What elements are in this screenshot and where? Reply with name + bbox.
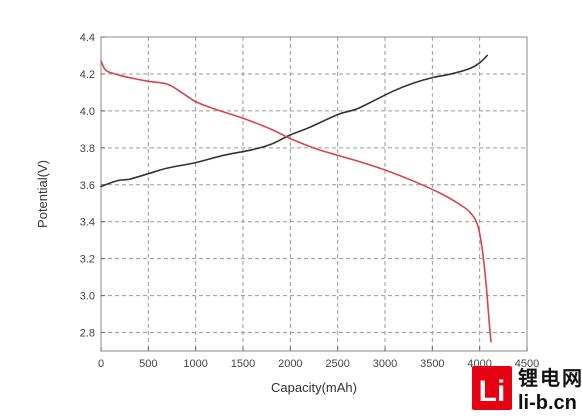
x-tick-label: 3000 xyxy=(373,358,397,370)
series-line-charge xyxy=(100,54,489,188)
y-axis-title: Potential(V) xyxy=(35,160,50,228)
watermark: Li 锂电网 li-b.cn xyxy=(472,366,582,414)
plot-frame xyxy=(100,36,528,352)
series-line-discharge xyxy=(100,60,492,343)
x-tick-label: 1500 xyxy=(231,358,255,370)
x-tick-label: 4500 xyxy=(515,358,539,370)
y-tick-label: 4.0 xyxy=(80,106,95,118)
y-tick-label: 2.8 xyxy=(80,328,95,340)
y-tick-label: 4.2 xyxy=(80,69,95,81)
x-tick-label: 500 xyxy=(139,358,157,370)
x-tick-label: 2500 xyxy=(325,358,349,370)
y-tick-label: 3.4 xyxy=(80,217,95,229)
y-tick-label: 3.6 xyxy=(80,180,95,192)
y-tick-label: 3.2 xyxy=(80,254,95,266)
y-axis-ticks: 2.8 3.0 3.2 3.4 3.6 3.8 4.0 4.2 4.4 xyxy=(80,32,105,340)
series-group xyxy=(100,54,492,343)
y-tick-label: 4.4 xyxy=(80,32,95,44)
y-tick-label: 3.8 xyxy=(80,143,95,155)
y-tick-label: 3.0 xyxy=(80,291,95,303)
watermark-url-text: li-b.cn xyxy=(518,392,577,414)
x-tick-label: 0 xyxy=(98,358,104,370)
x-tick-label: 2000 xyxy=(278,358,302,370)
watermark-logo xyxy=(472,366,512,410)
x-axis-title: Capacity(mAh) xyxy=(271,380,357,395)
x-tick-label: 1000 xyxy=(183,358,207,370)
x-tick-label: 3500 xyxy=(420,358,444,370)
watermark-logo-text: Li xyxy=(479,375,506,408)
watermark-cn-text: 锂电网 xyxy=(518,366,582,390)
